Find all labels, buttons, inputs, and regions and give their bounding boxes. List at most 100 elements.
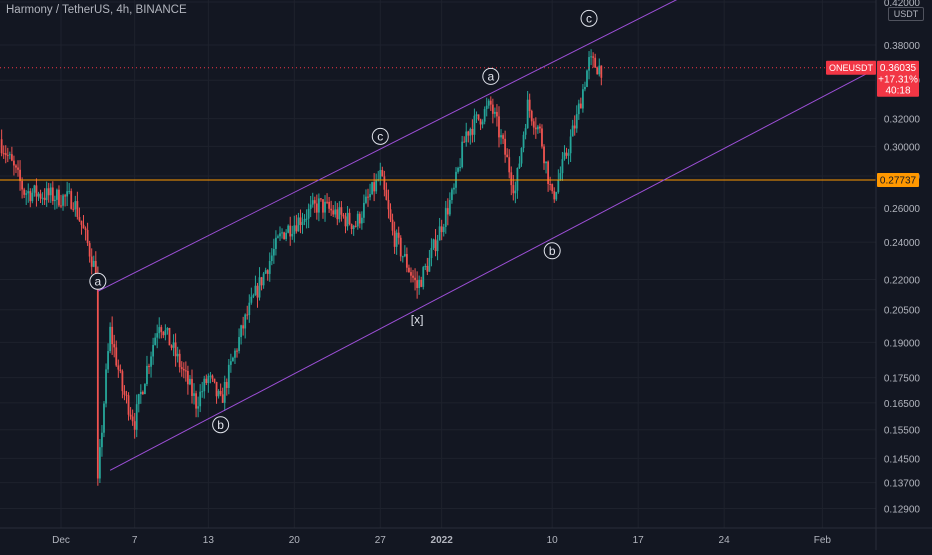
price-axis[interactable]: 0.420000.380000.350000.320000.300000.280… [876,0,932,550]
candle-body-187 [381,169,384,177]
candle-body-89 [180,367,183,369]
candle-body-24 [49,187,52,196]
candle-body-286 [584,86,586,90]
time-tick-1: 7 [132,535,138,546]
candle-body-151 [307,208,310,219]
candle-body-146 [297,217,300,232]
grid-lines [0,0,876,528]
candle-body-123 [250,296,253,303]
candle-body-173 [352,225,355,230]
candle-body-34 [70,191,73,209]
candle-body-203 [414,277,416,281]
candle-body-63 [127,395,130,415]
candle-body-78 [158,327,161,334]
candle-body-64 [129,414,132,417]
candle-body-240 [489,100,492,105]
candle-body-255 [520,148,523,164]
wave-label-6: c [586,11,592,25]
candle-body-7 [15,165,17,168]
candle-body-273 [557,179,560,193]
candle-body-148 [301,221,304,225]
candle-body-61 [123,391,126,395]
currency-unit-badge[interactable]: USDT [888,7,924,21]
candle-body-41 [84,228,87,231]
candle-body-204 [416,280,419,289]
price-tick-0: 0.42000 [884,0,921,9]
candle-body-279 [569,136,572,154]
price-tick-16: 0.12900 [884,504,921,515]
candle-body-167 [340,207,343,215]
candle-body-30 [62,195,64,206]
candle-body-114 [232,357,234,362]
channel-upper-line [97,0,678,292]
candle-body-49 [98,447,101,479]
candle-body-269 [549,184,552,186]
candle-body-53 [107,351,109,370]
price-tick-13: 0.15500 [884,426,921,437]
candle-body-95 [193,393,195,396]
time-tick-0: Dec [52,535,70,546]
candle-body-104 [211,375,214,379]
candle-body-48 [96,275,99,479]
candle-body-164 [334,209,337,215]
candle-body-246 [502,135,504,139]
candle-body-275 [561,159,564,174]
bar-countdown: 40:18 [885,86,910,97]
candle-body-232 [473,115,476,135]
candle-body-141 [287,225,290,233]
candle-body-29 [60,205,62,207]
candle-body-188 [383,176,386,190]
time-tick-7: 17 [633,535,645,546]
candle-body-90 [182,368,185,371]
price-tick-12: 0.16500 [884,399,921,410]
wave-label-1: b [217,418,224,432]
candle-body-251 [512,185,515,194]
candle-body-225 [459,167,461,169]
candle-body-191 [389,209,392,220]
candle-body-103 [209,375,212,377]
candle-body-294 [600,65,603,78]
candle-body-243 [496,111,498,117]
candle-body-22 [45,188,48,201]
candle-body-102 [207,375,210,384]
candle-body-218 [444,208,447,227]
candle-body-274 [559,173,562,180]
candle-body-33 [68,191,71,193]
candle-body-154 [313,200,316,204]
candle-body-168 [342,214,345,217]
candle-body-149 [303,218,306,222]
wave-label-4: a [487,69,494,83]
candle-body-284 [579,103,582,109]
candle-body-83 [168,327,171,346]
candle-body-147 [299,217,302,225]
candle-body-276 [563,152,566,160]
candle-body-121 [246,314,249,316]
candle-body-267 [545,161,547,164]
candle-body-57 [115,347,118,366]
candle-body-82 [166,327,169,331]
candle-body-27 [56,189,58,200]
candle-body-50 [101,432,103,448]
candle-body-179 [365,196,367,203]
candle-body-14 [29,191,32,202]
candle-body-85 [172,342,175,348]
candle-body-201 [410,272,412,276]
candle-body-219 [446,208,449,215]
candle-body-43 [88,243,91,257]
candle-body-271 [553,191,556,200]
symbol-header[interactable]: Harmony / TetherUS, 4h, BINANCE [6,4,187,16]
candle-body-237 [483,109,486,122]
time-tick-5: 2022 [431,535,454,546]
candle-body-233 [475,114,478,116]
candle-body-71 [144,384,146,395]
candle-body-266 [543,146,545,164]
candle-body-67 [135,404,138,430]
candle-body-106 [215,382,218,397]
candle-body-72 [146,365,148,385]
candle-body-25 [51,187,54,202]
candle-body-13 [27,191,30,194]
candle-body-26 [53,199,56,202]
